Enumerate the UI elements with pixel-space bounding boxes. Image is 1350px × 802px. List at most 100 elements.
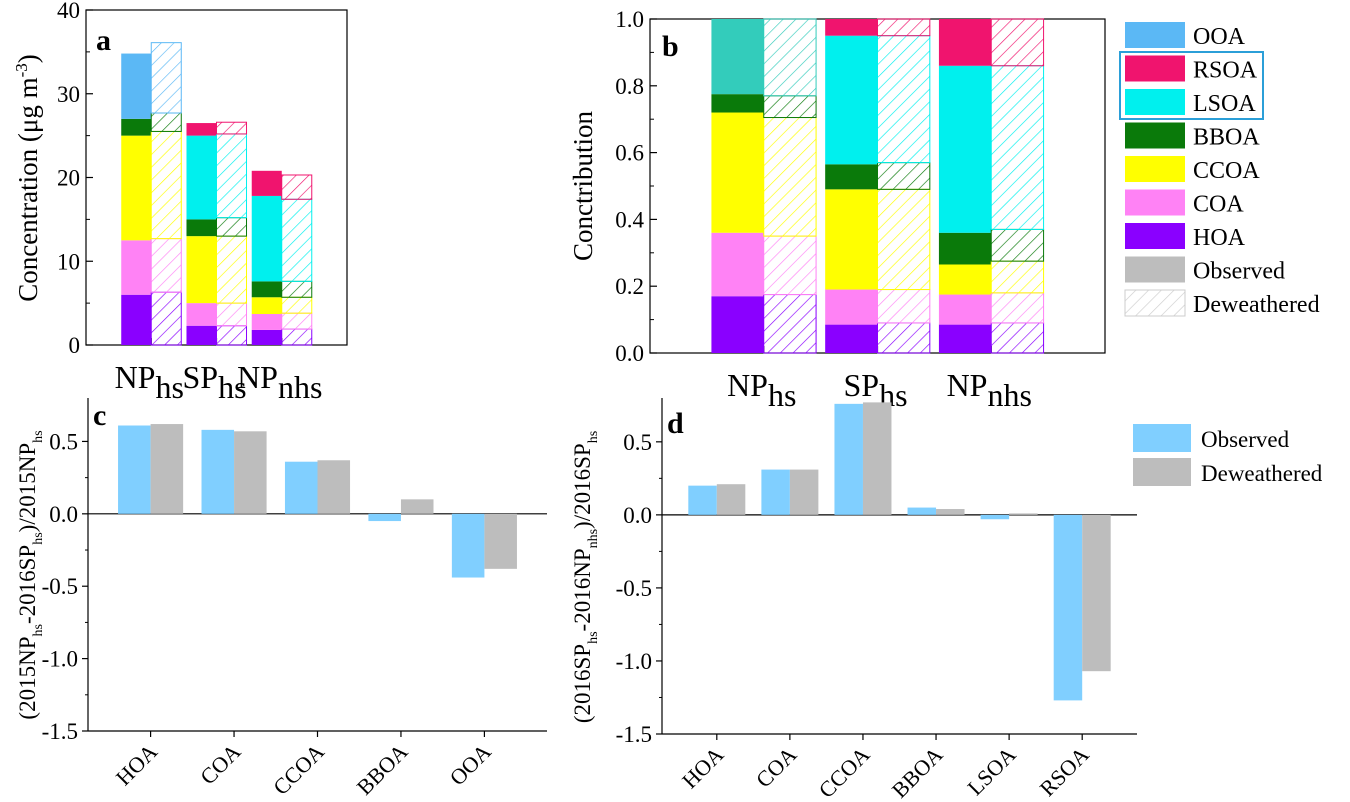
y-tick-label: 0.6 <box>615 141 644 166</box>
bar-observed-coa <box>938 294 992 325</box>
y-tick-label: 0.5 <box>49 429 78 454</box>
y-tick-label: 0.0 <box>49 502 78 527</box>
bar-deweathered-coa <box>990 292 1045 324</box>
x-category-label: OOA <box>445 739 496 790</box>
bar-deweathered-hoa <box>716 484 746 515</box>
x-category-label: NPnhs <box>947 367 1032 413</box>
panel-label-c: c <box>93 399 106 432</box>
legend-label-ccoa: CCOA <box>1193 158 1260 184</box>
bar-observed-bboa <box>938 232 992 265</box>
legend-swatch-hoa <box>1125 223 1185 249</box>
bar-observed-lsoa <box>186 135 217 220</box>
bar-observed-lsoa <box>825 35 878 165</box>
y-tick-label: 0.5 <box>623 430 652 455</box>
bar-deweathered-ooa <box>763 18 817 97</box>
bar-observed-ooa <box>121 53 152 119</box>
legend-label-coa: COA <box>1193 192 1244 218</box>
y-tick-label: -1.0 <box>42 647 78 672</box>
bar-observed-rsoa <box>251 170 282 196</box>
bar-deweathered-ccoa <box>150 130 182 240</box>
bar-deweathered-bboa <box>877 162 931 190</box>
bar-deweathered-lsoa <box>1009 513 1038 515</box>
bar-observed-coa <box>711 232 764 297</box>
legend-top: OOA RSOA LSOA BBOA CCOA COA HOA Observed Deweath… <box>1119 22 1320 318</box>
legend-highlight-box <box>1119 51 1264 120</box>
bar-deweathered-rsoa <box>281 174 313 200</box>
legend-label-deweathered: Deweathered <box>1201 461 1323 486</box>
bar-observed-bboa <box>251 281 282 298</box>
x-category-label: CCOA <box>268 739 329 800</box>
x-category-label: CCOA <box>814 742 875 802</box>
y-axis-title: Concentration (μg m-3) <box>12 54 43 302</box>
legend-swatch-ooa <box>1125 22 1185 48</box>
bar-observed-bboa <box>121 118 152 136</box>
bar-deweathered-ccoa <box>763 117 817 237</box>
y-tick-label: 0.2 <box>615 274 644 299</box>
bar-observed-ccoa <box>711 112 764 233</box>
x-category-label: COA <box>751 742 802 793</box>
bar-deweathered-coa <box>763 235 817 296</box>
bar-observed-rsoa <box>825 19 878 36</box>
bar-observed-hoa <box>186 325 217 345</box>
bar-deweathered-ccoa <box>990 260 1045 294</box>
legend-swatch-coa <box>1125 189 1185 216</box>
legend-label-deweathered: Deweathered <box>1193 292 1320 318</box>
bar-observed-hoa <box>688 485 717 515</box>
bar-observed-hoa <box>251 329 282 345</box>
bar-deweathered-hoa <box>763 294 817 354</box>
bar-deweathered-coa <box>789 469 819 515</box>
bar-deweathered-ccoa <box>877 188 931 291</box>
bar-deweathered-ooa <box>484 513 517 569</box>
bar-observed-ccoa <box>825 189 878 290</box>
bar-observed-coa <box>251 314 282 330</box>
y-tick-label: -1.5 <box>42 719 78 744</box>
bar-deweathered-rsoa <box>1082 514 1111 672</box>
legend-label-rsoa: RSOA <box>1193 58 1258 84</box>
bar-observed-ooa <box>711 19 764 95</box>
bar-deweathered-lsoa <box>216 133 248 219</box>
legend-swatch-bboa <box>1125 122 1185 149</box>
y-tick-label: 0 <box>69 333 81 358</box>
bar-deweathered-rsoa <box>877 18 931 37</box>
x-category-label: NPhs <box>727 367 796 413</box>
y-axis-title: (2016SPhs-2016NPnhs)/2016SPhs <box>570 431 601 723</box>
bar-observed-ccoa <box>121 135 152 241</box>
y-tick-label: 0.8 <box>615 74 644 99</box>
y-tick-label: -1.5 <box>616 722 652 747</box>
legend-label-ooa: OOA <box>1193 24 1246 50</box>
bar-deweathered-coa <box>877 289 931 324</box>
bar-deweathered-bboa <box>216 217 248 237</box>
bar-deweathered-ccoa <box>216 235 248 304</box>
y-axis-title: Conctribution <box>568 111 598 261</box>
bar-deweathered-ccoa <box>281 296 313 314</box>
legend-swatch-ccoa <box>1125 156 1185 182</box>
x-category-label: NPnhs <box>237 359 322 405</box>
bar-observed-coa <box>761 469 790 515</box>
legend-swatch-lsoa <box>1125 89 1185 115</box>
bar-observed-coa <box>825 289 878 325</box>
legend-label-observed: Observed <box>1201 427 1290 452</box>
bar-observed-coa <box>186 303 217 326</box>
bar-deweathered-bboa <box>936 509 965 515</box>
y-tick-label: -1.0 <box>616 649 652 674</box>
y-axis-title: (2015NPhs-2016SPhs)/2015NPhs <box>15 430 46 719</box>
y-tick-label: -0.5 <box>42 574 78 599</box>
bar-deweathered-bboa <box>400 499 434 514</box>
bar-observed-hoa <box>938 324 992 353</box>
bar-deweathered-coa <box>150 238 182 293</box>
bar-observed-ccoa <box>251 297 282 315</box>
y-tick-label: 0.0 <box>615 341 644 366</box>
bar-observed-bboa <box>907 507 937 515</box>
legend-label-bboa: BBOA <box>1193 125 1260 151</box>
legend-swatch-deweathered <box>1133 458 1191 486</box>
y-tick-label: 20 <box>57 166 80 191</box>
bar-observed-hoa <box>711 296 764 353</box>
bar-observed-lsoa <box>980 514 1010 520</box>
bar-observed-lsoa <box>251 195 282 282</box>
bar-observed-rsoa <box>938 19 992 66</box>
bar-observed-hoa <box>825 324 878 353</box>
bar-observed-ccoa <box>284 461 318 514</box>
bar-observed-bboa <box>825 164 878 190</box>
y-tick-label: 0.4 <box>615 207 644 232</box>
